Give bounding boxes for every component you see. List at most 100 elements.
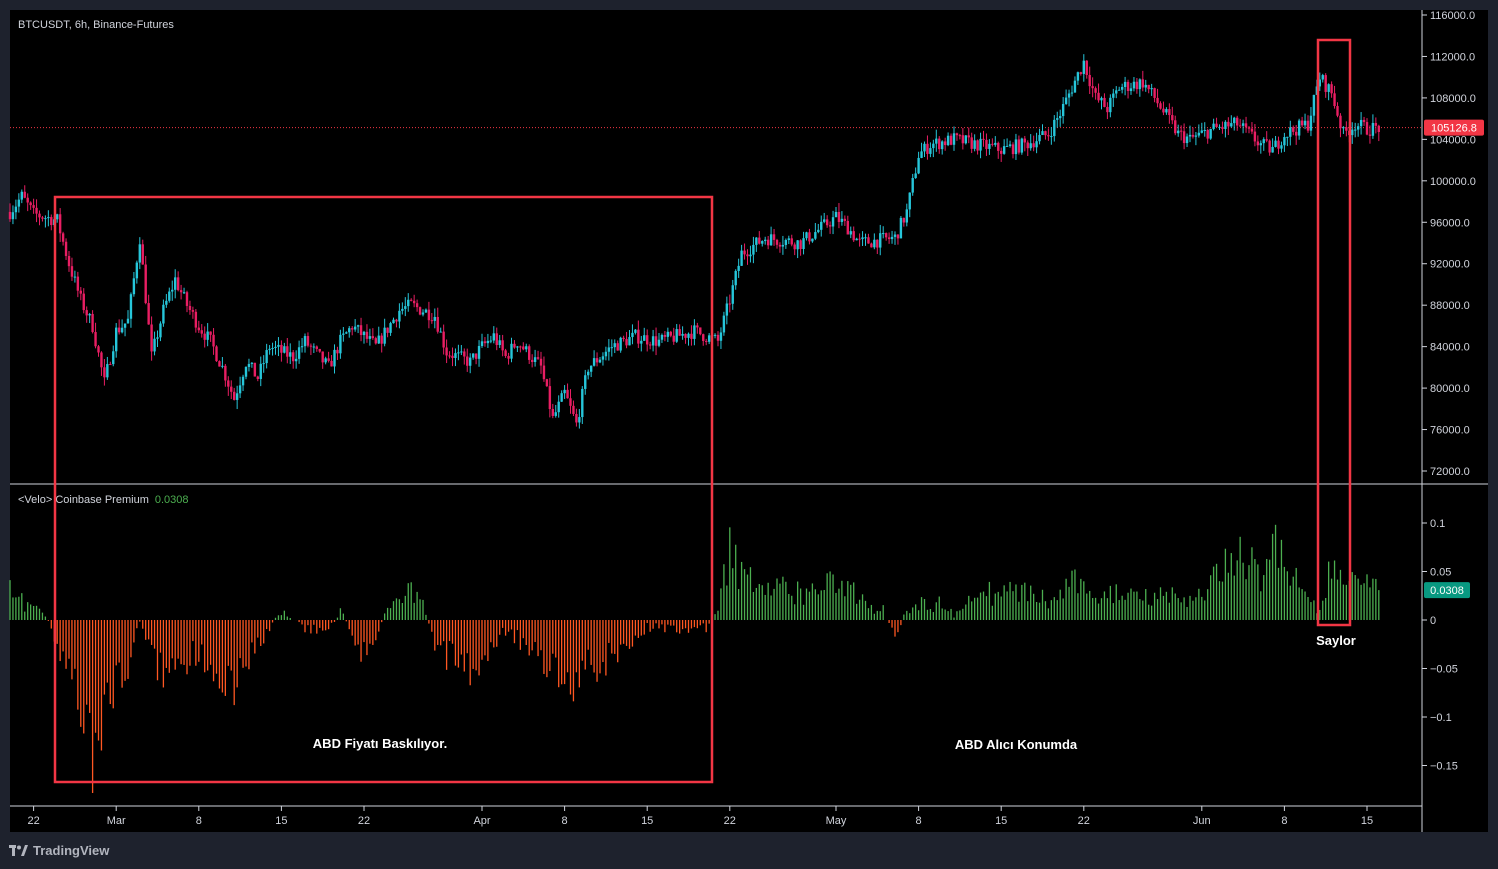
candle-body [200, 330, 203, 334]
candle-body [778, 244, 782, 247]
candle-body [32, 205, 35, 208]
candle-body [548, 386, 552, 410]
candle-body [91, 313, 94, 333]
candle-body [70, 266, 74, 277]
candle-body [1333, 93, 1336, 107]
candle-body [209, 331, 212, 335]
price-axis[interactable]: 72000.0 76000.0 80000.0 84000.0 88000.0 92000… [1422, 10, 1476, 478]
candle-body [1330, 84, 1333, 94]
candle-body [106, 364, 109, 378]
candle-body [542, 365, 546, 380]
candle-body [823, 219, 826, 222]
candle-body [587, 371, 590, 376]
candle-body [646, 335, 649, 345]
annotation-box-saylor[interactable] [1316, 38, 1352, 627]
candle-body [519, 346, 522, 348]
candle-body [1280, 145, 1283, 149]
candle-body [1035, 141, 1038, 148]
candle-body [412, 300, 416, 304]
candle-body [445, 347, 448, 356]
candle-body [168, 291, 171, 301]
candle-body [342, 333, 345, 335]
annotation-box-left[interactable] [53, 195, 714, 784]
premium-axis[interactable]: 0.1 0.05 0 −0.05 −0.1 −0.15 [1422, 518, 1458, 773]
candle-body [890, 236, 894, 240]
candle-body [604, 351, 608, 357]
candle-body [165, 300, 168, 305]
candle-body [79, 290, 82, 294]
candle-body [1259, 143, 1262, 146]
tradingview-logo[interactable]: TradingView [9, 843, 109, 858]
candle-body [1047, 135, 1050, 137]
candle-body [50, 217, 53, 226]
candle-body [132, 278, 136, 295]
candle-body [8, 211, 12, 220]
candle-body [424, 309, 428, 313]
candle-body [415, 303, 419, 308]
indicator-value: 0.0308 [155, 494, 189, 506]
candle-body [64, 241, 68, 256]
tradingview-logo-text: TradingView [33, 843, 110, 858]
candle-body [761, 241, 764, 244]
candle-body [153, 338, 156, 352]
candle-body [879, 233, 882, 248]
candle-body [1289, 127, 1292, 137]
candle-body [988, 143, 991, 149]
candle-body [1138, 79, 1142, 90]
candle-body [1002, 146, 1006, 154]
symbol-label: BTCUSDT, 6h, Binance-Futures [18, 19, 174, 31]
candle-body [203, 333, 206, 340]
candle-body [699, 327, 702, 335]
candle-body [1056, 118, 1059, 120]
candle-body [1073, 80, 1077, 93]
candle-body [1050, 136, 1053, 138]
candle-body [1265, 139, 1268, 141]
candle-body [1244, 123, 1248, 128]
candle-body [657, 339, 661, 346]
time-axis[interactable]: 22 Mar 8 15 22 Apr 8 15 22 May 8 15 22 Jun 8 15 [27, 806, 1373, 827]
candle-body [129, 294, 133, 319]
candle-body [1271, 146, 1274, 153]
candles-group [8, 54, 1380, 429]
candle-body [752, 244, 755, 255]
candle-body [442, 331, 445, 348]
candle-body [235, 393, 239, 400]
candle-body [1268, 140, 1271, 153]
candle-body [713, 334, 717, 336]
candle-body [1283, 137, 1286, 146]
candle-body [1053, 119, 1056, 137]
candle-body [283, 346, 286, 353]
candle-body [1156, 97, 1159, 104]
premium-tick-label: 0.05 [1430, 567, 1451, 579]
candle-body [218, 361, 221, 367]
candle-body [923, 143, 926, 152]
candle-body [241, 376, 245, 386]
candle-body [383, 327, 386, 344]
candle-body [1044, 131, 1047, 136]
candle-body [1209, 128, 1212, 139]
candle-body [557, 401, 560, 413]
candle-body [1106, 106, 1109, 113]
premium-tick-label: −0.15 [1430, 761, 1458, 773]
candle-body [864, 237, 867, 239]
candle-body [1224, 121, 1227, 129]
candle-body [1011, 144, 1015, 155]
candle-body [1262, 139, 1265, 144]
time-tick-label: 8 [916, 815, 922, 827]
candle-body [678, 329, 681, 336]
candle-body [631, 332, 634, 338]
plot-area[interactable] [10, 10, 1488, 832]
candle-body [1094, 88, 1097, 93]
candle-body [324, 358, 327, 363]
candle-body [994, 142, 997, 145]
candle-body [401, 308, 404, 311]
candle-body [507, 355, 510, 359]
candle-body [964, 135, 967, 144]
candle-body [271, 348, 274, 350]
candle-body [1362, 119, 1366, 123]
candle-body [289, 352, 292, 357]
candle-body [781, 244, 785, 247]
candle-body [17, 199, 21, 207]
candle-body [35, 207, 38, 214]
